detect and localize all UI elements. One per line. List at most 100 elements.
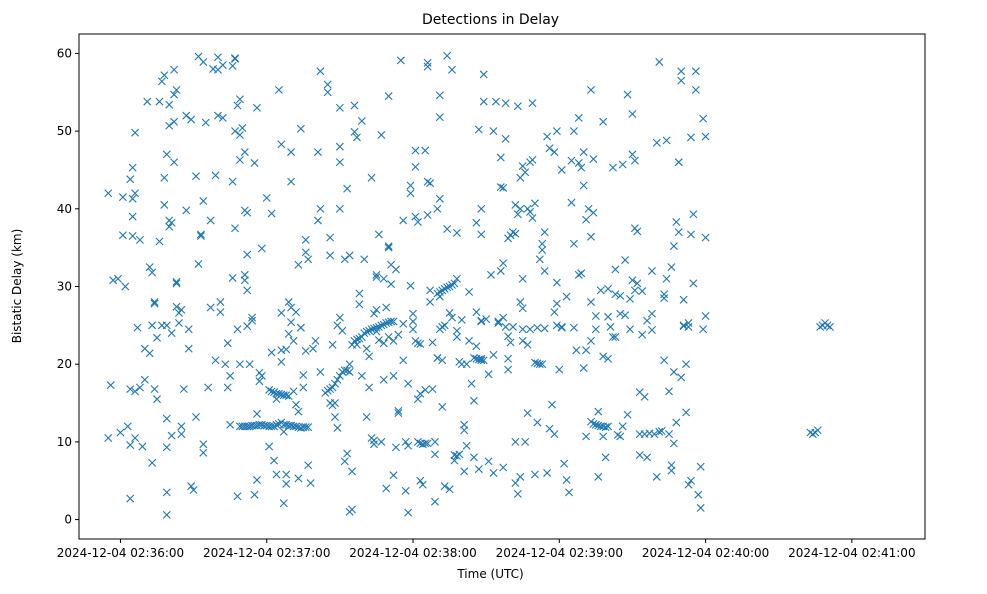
data-point (128, 232, 137, 240)
data-point (335, 204, 344, 213)
data-point (572, 346, 581, 355)
data-point (667, 466, 676, 475)
data-point (574, 270, 583, 279)
data-point (331, 413, 339, 422)
data-point (316, 367, 325, 376)
data-point (284, 329, 293, 338)
data-point (148, 268, 157, 277)
data-point (182, 111, 191, 120)
x-axis-label: Time (UTC) (456, 567, 523, 581)
data-point (240, 148, 249, 157)
data-point (277, 308, 286, 317)
data-point (445, 308, 454, 317)
data-point (350, 336, 359, 345)
data-point (287, 318, 296, 327)
data-point (682, 360, 691, 369)
data-point (406, 181, 415, 190)
data-point (301, 248, 310, 257)
data-point (550, 430, 559, 439)
data-point (233, 492, 242, 501)
data-point (633, 279, 642, 288)
data-point (533, 418, 542, 427)
data-point (647, 266, 656, 275)
data-point (291, 422, 300, 431)
data-point (616, 309, 625, 318)
data-point (516, 204, 525, 213)
data-point (184, 344, 193, 353)
data-point (409, 309, 418, 318)
data-point (282, 470, 291, 479)
data-point (338, 326, 347, 335)
data-point (204, 383, 213, 392)
data-point (382, 319, 391, 328)
data-point (177, 422, 186, 431)
data-point (445, 282, 454, 291)
data-point (150, 385, 159, 394)
data-point (479, 97, 488, 106)
data-point (138, 442, 147, 451)
x-tick-label: 2024-12-04 02:39:00 (496, 546, 623, 560)
data-point (160, 71, 169, 80)
data-point (677, 76, 686, 85)
data-point (638, 330, 647, 339)
data-point (128, 163, 137, 172)
data-point (501, 134, 510, 143)
data-point (438, 286, 447, 295)
data-point (170, 117, 179, 126)
data-point (123, 422, 132, 431)
data-point (540, 228, 549, 237)
data-point (604, 422, 613, 431)
data-point (482, 315, 491, 324)
data-point (623, 90, 632, 99)
data-point (487, 270, 496, 279)
data-point (694, 490, 703, 499)
data-point (326, 251, 335, 260)
data-point (518, 304, 527, 313)
data-point (248, 316, 257, 325)
data-point (660, 294, 669, 303)
data-point (584, 204, 593, 213)
data-point (808, 430, 817, 439)
data-point (613, 430, 622, 439)
data-point (518, 274, 527, 283)
data-point (411, 212, 420, 221)
data-point (591, 312, 600, 321)
data-point (389, 336, 398, 345)
data-point (270, 388, 279, 397)
data-point (452, 333, 461, 341)
data-point (153, 395, 162, 404)
data-point (284, 392, 293, 401)
data-point (660, 356, 669, 365)
data-point (157, 77, 166, 86)
data-point (160, 173, 169, 182)
data-point (455, 450, 464, 459)
y-tick-label: 30 (57, 280, 72, 294)
data-point (323, 80, 332, 89)
data-point (618, 160, 627, 169)
data-point (211, 171, 220, 180)
data-point (621, 256, 630, 265)
data-point (418, 480, 427, 489)
data-point (216, 308, 225, 317)
data-point (530, 470, 539, 479)
data-point (243, 208, 252, 217)
data-point (243, 286, 252, 295)
data-point (118, 231, 127, 240)
data-point (135, 235, 144, 244)
data-point (813, 426, 822, 435)
data-point (552, 278, 561, 287)
data-point (511, 437, 520, 446)
data-point (669, 439, 678, 448)
data-point (543, 468, 552, 477)
data-point (187, 115, 196, 124)
data-point (469, 453, 478, 462)
data-point (674, 228, 683, 237)
data-point (411, 146, 420, 155)
data-point (279, 499, 288, 508)
data-point (231, 54, 240, 63)
data-point (538, 245, 547, 254)
data-point (335, 313, 344, 322)
data-point (192, 413, 201, 422)
data-point (316, 204, 325, 213)
